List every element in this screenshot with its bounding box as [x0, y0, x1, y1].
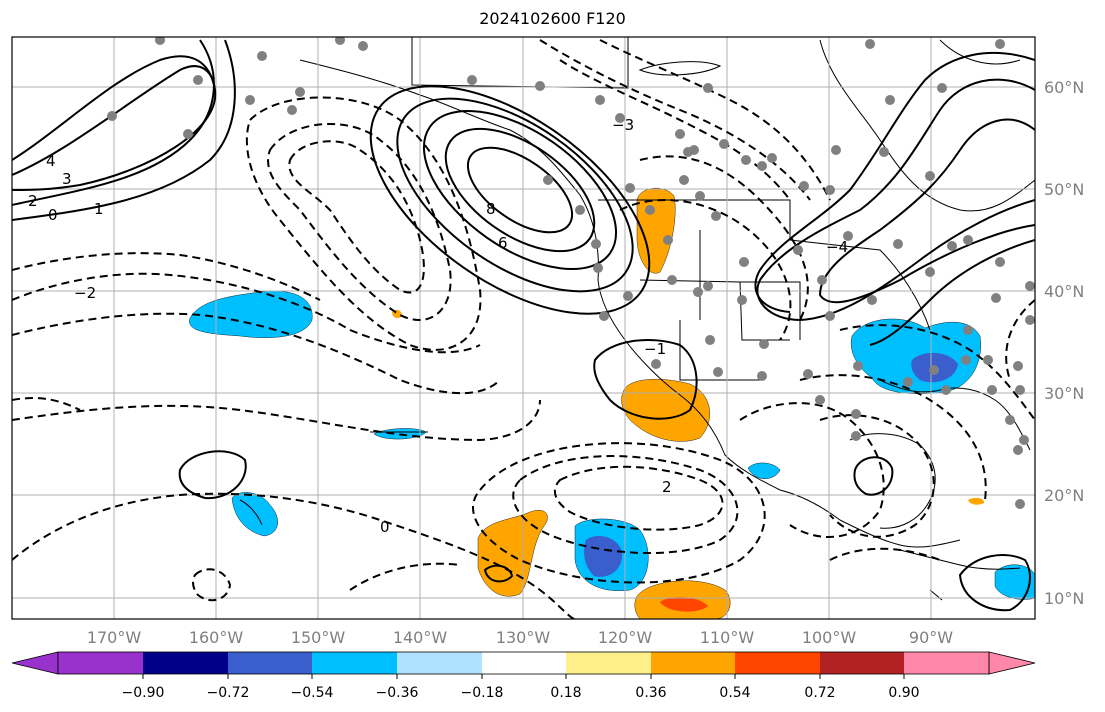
contour-label: 3 [62, 170, 72, 188]
shade-blue-caribbean [994, 564, 1035, 600]
contour-label: 8 [486, 200, 496, 218]
shade-orange-pacific [477, 510, 548, 597]
lon-label: 90°W [909, 628, 953, 647]
lon-label: 120°W [598, 628, 653, 647]
colorbar-tick-label: 0.54 [719, 685, 750, 701]
contour-label: 1 [94, 200, 104, 218]
lon-label: 170°W [87, 628, 142, 647]
lon-label: 100°W [802, 628, 857, 647]
contour-label: −1 [644, 340, 666, 358]
lat-label: 30°N [1044, 384, 1084, 403]
contour-labels: 4 3 2 1 0 8 6 −2 −1 −3 −4 0 2 [28, 116, 848, 536]
contours-negative [12, 39, 1035, 619]
colorbar-extend-right [988, 651, 1036, 675]
lat-label: 50°N [1044, 180, 1084, 199]
lon-label: 140°W [393, 628, 448, 647]
contour-label: 2 [662, 478, 672, 496]
colorbar-segment [566, 652, 651, 674]
contour-ring [422, 110, 618, 270]
colorbar-tick-label: −0.90 [122, 685, 165, 701]
colorbar-segment [312, 652, 397, 674]
colorbar-tick-label: 0.18 [550, 685, 581, 701]
lon-label: 130°W [496, 628, 551, 647]
colorbar-tick-label: 0.72 [804, 685, 835, 701]
longitude-labels: 170°W 160°W 150°W 140°W 130°W 120°W 110°… [87, 628, 953, 647]
map-title: 2024102600 F120 [479, 9, 626, 28]
lon-label: 110°W [700, 628, 755, 647]
lat-label: 10°N [1044, 589, 1084, 608]
gridlines [12, 37, 1035, 619]
map-area: 4 3 2 1 0 8 6 −2 −1 −3 −4 0 2 [12, 37, 1035, 619]
shade-blue-hawaii [231, 492, 278, 537]
colorbar: −0.90 −0.72 −0.54 −0.36 −0.18 0.18 0.36 … [11, 651, 1036, 701]
lat-label: 40°N [1044, 282, 1084, 301]
shade-blue-pacific-north [189, 290, 313, 338]
contour-label: −2 [74, 284, 96, 302]
colorbar-tick-label: −0.72 [207, 685, 250, 701]
station-dots [107, 37, 1035, 509]
colorbar-segment [58, 652, 143, 674]
colorbar-segment [397, 652, 482, 674]
contour-ring [396, 97, 634, 293]
shade-red-south [660, 597, 708, 612]
contour-ring [466, 146, 574, 234]
colorbar-segment [651, 652, 735, 674]
colorbar-tick-label: 0.90 [888, 685, 919, 701]
colorbar-ticks [142, 674, 905, 679]
map-border [11, 36, 1036, 620]
latitude-labels: 60°N 50°N 40°N 30°N 20°N 10°N [1044, 78, 1084, 608]
colorbar-tick-label: −0.54 [291, 685, 334, 701]
colorbar-tick-label: −0.18 [461, 685, 504, 701]
contour-ring [444, 127, 596, 253]
lon-label: 160°W [189, 628, 244, 647]
lat-label: 20°N [1044, 486, 1084, 505]
contour-label: 2 [28, 192, 38, 210]
colorbar-segment [820, 652, 904, 674]
shade-blue-mexico [747, 462, 781, 479]
contour-label: 4 [46, 152, 56, 170]
contour-label: 0 [48, 206, 58, 224]
contour-label: 6 [498, 234, 508, 252]
colorbar-segment [735, 652, 820, 674]
colorbar-tick-label: −0.36 [376, 685, 419, 701]
colorbar-segment [143, 652, 228, 674]
lon-label: 150°W [291, 628, 346, 647]
colorbar-extend-left [11, 651, 59, 675]
shaded-fields [189, 188, 1035, 619]
colorbar-segment [904, 652, 989, 674]
shade-darkblue-pacific-south [584, 536, 623, 577]
colorbar-segment [482, 652, 566, 674]
colorbar-tick-label: 0.36 [635, 685, 666, 701]
contour-label: −4 [826, 238, 848, 256]
contours-positive [12, 39, 1035, 612]
lat-label: 60°N [1044, 78, 1084, 97]
contour-label: 0 [380, 518, 390, 536]
shade-orange-carib-tiny [968, 497, 985, 505]
colorbar-segment [228, 652, 312, 674]
